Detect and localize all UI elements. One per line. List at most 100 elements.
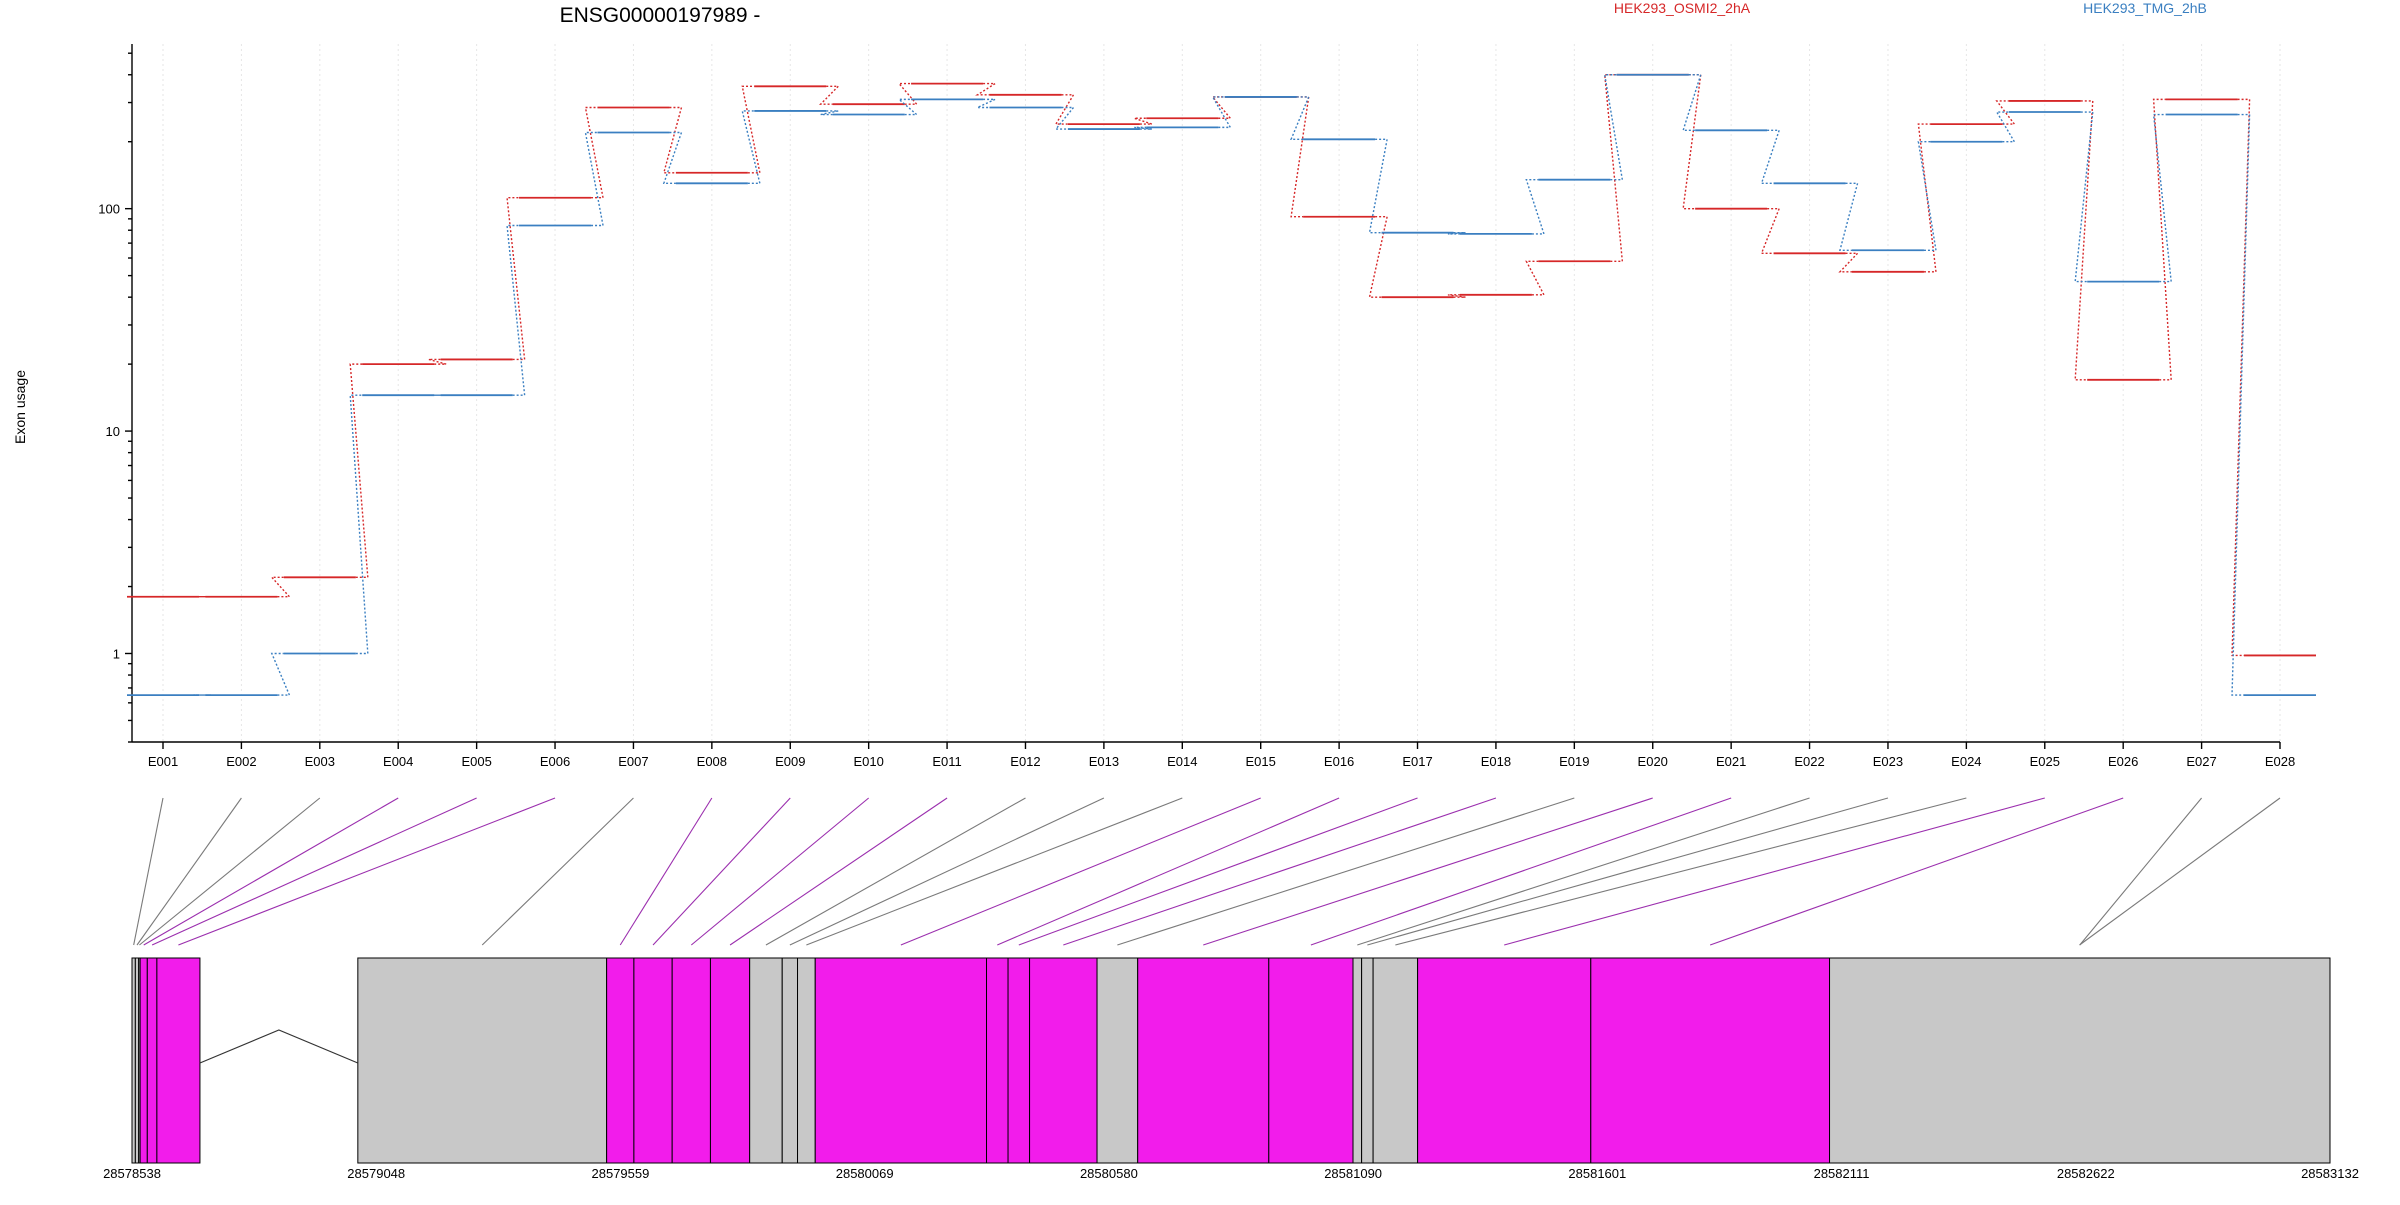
x-tick-label: E025 — [2030, 754, 2060, 769]
exon-box — [1268, 957, 1354, 1164]
exon-box — [671, 957, 711, 1164]
series-connector — [2152, 98, 2172, 381]
series-connector — [1603, 74, 1624, 181]
exon-connector — [1504, 797, 2045, 946]
series-connector — [428, 358, 447, 365]
series-connector — [1447, 231, 1466, 235]
exon-box — [1417, 957, 1592, 1164]
x-tick-label: E026 — [2108, 754, 2138, 769]
exon-connector — [619, 797, 713, 946]
exon-box — [633, 957, 673, 1164]
x-tick-label: E008 — [697, 754, 727, 769]
series-connector — [2231, 98, 2251, 657]
series-connector — [1211, 96, 1232, 129]
exon-connector — [900, 797, 1261, 946]
series-connector — [584, 131, 604, 227]
coordinate-label: 28579559 — [592, 1166, 650, 1181]
exon-box — [749, 957, 783, 1164]
exon-box — [357, 957, 608, 1164]
series-connector — [897, 98, 919, 116]
series-connector — [1290, 96, 1310, 141]
exon-connector — [1117, 797, 1575, 946]
exon-connector — [1018, 797, 1418, 946]
exon-connector — [143, 797, 399, 946]
series-connector — [1995, 111, 2016, 143]
exon-box — [797, 957, 816, 1164]
series-lines — [127, 73, 2316, 697]
series-connector — [1054, 106, 1075, 130]
exon-connector — [1395, 797, 1967, 946]
exon-box — [131, 957, 136, 1164]
exon-connector — [151, 797, 477, 946]
gene-model-track — [131, 957, 2331, 1164]
series-connector — [1134, 126, 1152, 130]
legend-label-tmg: HEK293_TMG_2hB — [2083, 0, 2207, 16]
series-connector — [270, 652, 291, 696]
exon-connector — [789, 797, 1105, 946]
x-tick-label: E019 — [1559, 754, 1589, 769]
coordinate-label: 28582111 — [1814, 1166, 1870, 1181]
series-connector — [662, 106, 683, 174]
x-tick-label: E015 — [1246, 754, 1276, 769]
exon-box — [781, 957, 799, 1164]
exon-box — [986, 957, 1009, 1164]
exon-box — [606, 957, 635, 1164]
series-connector — [1839, 182, 1859, 251]
exon-connector — [1310, 797, 1732, 946]
y-tick-label: 10 — [106, 424, 120, 439]
x-tick-label: E024 — [1951, 754, 1981, 769]
series-connector — [349, 394, 369, 655]
series-connector — [506, 224, 526, 396]
exon-box — [1829, 957, 2331, 1164]
series-connector — [1054, 94, 1075, 125]
exon-connector — [2079, 797, 2203, 946]
series-connector — [2231, 113, 2251, 696]
y-axis-label: Exon usage — [12, 370, 28, 444]
series-connector — [1917, 123, 1937, 273]
exon-box — [1361, 957, 1374, 1164]
x-tick-label: E023 — [1873, 754, 1903, 769]
x-tick-label: E016 — [1324, 754, 1354, 769]
series-connector — [2074, 100, 2094, 381]
series-connector — [1368, 138, 1388, 234]
exon-connector — [1367, 797, 1889, 946]
x-tick-label: E006 — [540, 754, 570, 769]
exon-connector — [133, 797, 164, 946]
x-tick-label: E004 — [383, 754, 413, 769]
coordinate-label: 28583132 — [2301, 1166, 2359, 1181]
series-connector — [1368, 216, 1388, 298]
exon-connector — [652, 797, 791, 946]
exon-connector — [136, 797, 242, 946]
coordinate-label: 28581090 — [1324, 1166, 1382, 1181]
exon-box — [1372, 957, 1419, 1164]
x-tick-label: E005 — [461, 754, 491, 769]
series-connector — [1917, 141, 1937, 251]
x-tick-label: E001 — [148, 754, 178, 769]
exon-box — [146, 957, 158, 1164]
legend-label-osmi2: HEK293_OSMI2_2hA — [1614, 0, 1751, 16]
coordinate-label: 28579048 — [347, 1166, 405, 1181]
x-tick-label: E018 — [1481, 754, 1511, 769]
exon-box — [1352, 957, 1363, 1164]
series-connector — [506, 197, 526, 361]
exon-connector — [765, 797, 1026, 946]
exon-box — [156, 957, 201, 1164]
exon-box — [1007, 957, 1031, 1164]
series-connector — [818, 85, 840, 105]
series-2 — [127, 73, 2316, 697]
exon-connector — [1357, 797, 1810, 946]
series-connector — [897, 82, 919, 105]
series-connector — [349, 363, 369, 579]
intron-line — [199, 1029, 359, 1064]
x-tick-label: E021 — [1716, 754, 1746, 769]
series-connector — [2152, 113, 2172, 283]
series-connector — [1760, 129, 1781, 185]
x-tick-label: E022 — [1794, 754, 1824, 769]
series-connector — [1682, 74, 1702, 210]
exon-connector — [1203, 797, 1653, 946]
series-connector — [1290, 96, 1310, 218]
exon-connector — [481, 797, 634, 946]
series-connector — [741, 85, 761, 174]
exon-connector — [139, 797, 321, 946]
